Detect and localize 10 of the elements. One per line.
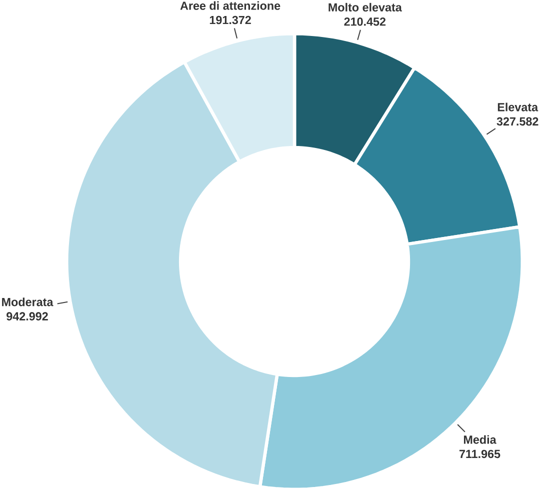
slice-label: Elevata	[498, 102, 538, 112]
data-label: 942.992	[6, 312, 48, 320]
data-label: 327.582	[496, 117, 538, 126]
slice-label: Molto elevata	[328, 2, 402, 12]
slice-label: Moderata	[2, 298, 54, 306]
data-label: 711.965	[459, 450, 500, 458]
slice-label: Media	[464, 435, 496, 444]
slice-label: Aree di attenzione	[180, 1, 280, 10]
data-label: 191.372	[210, 16, 251, 24]
data-label: 210.452	[344, 17, 386, 26]
